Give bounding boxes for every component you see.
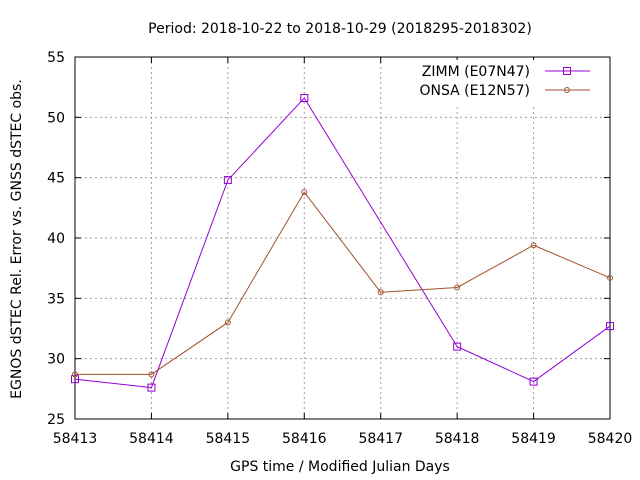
x-tick-label: 58418 bbox=[435, 431, 480, 447]
data-point bbox=[300, 94, 309, 103]
series-line bbox=[75, 191, 611, 375]
data-point bbox=[223, 176, 232, 185]
series-line bbox=[74, 97, 611, 389]
x-tick-label: 58420 bbox=[588, 431, 633, 447]
chart-title: Period: 2018-10-22 to 2018-10-29 (201829… bbox=[148, 21, 532, 37]
x-axis-label: GPS time / Modified Julian Days bbox=[230, 459, 450, 475]
data-point bbox=[148, 371, 155, 378]
legend: ZIMM (E07N47) ONSA (E12N57) bbox=[405, 60, 605, 104]
legend-marker bbox=[564, 87, 570, 93]
x-tick-label: 58419 bbox=[511, 431, 556, 447]
y-tick-label: 55 bbox=[47, 50, 65, 66]
data-point bbox=[454, 284, 461, 291]
legend-label: ONSA (E12N57) bbox=[419, 83, 530, 99]
x-tick-label: 58416 bbox=[282, 431, 327, 447]
y-tick-label: 25 bbox=[47, 412, 65, 428]
series-2 bbox=[72, 189, 613, 378]
data-point bbox=[224, 319, 231, 326]
grid bbox=[75, 57, 610, 419]
data-point bbox=[529, 377, 538, 386]
x-tick-label: 58417 bbox=[358, 431, 403, 447]
y-axis-label: EGNOS dSTEC Rel. Error vs. GNSS dSTEC ob… bbox=[9, 79, 25, 399]
data-point bbox=[377, 289, 384, 296]
y-tick-label: 40 bbox=[47, 231, 65, 247]
data-point bbox=[71, 375, 79, 384]
data-point bbox=[147, 383, 156, 392]
series-layer bbox=[71, 94, 614, 392]
data-point bbox=[606, 322, 614, 331]
legend-marker bbox=[563, 67, 571, 75]
y-tick-label: 50 bbox=[47, 110, 65, 126]
x-tick-label: 58414 bbox=[129, 431, 174, 447]
x-tick-label: 58413 bbox=[53, 431, 98, 447]
y-tick-label: 35 bbox=[47, 291, 65, 307]
y-tick-label: 30 bbox=[47, 352, 65, 368]
data-point bbox=[72, 371, 78, 378]
data-point bbox=[607, 274, 613, 281]
data-point bbox=[301, 189, 308, 196]
data-point bbox=[530, 242, 537, 249]
axis-ticks: 25 30 35 40 45 50 55 58413 58414 58415 58416 58417 5… bbox=[47, 50, 632, 447]
y-tick-label: 45 bbox=[47, 171, 65, 187]
legend-label: ZIMM (E07N47) bbox=[422, 64, 530, 80]
data-point bbox=[453, 342, 462, 351]
legend-background bbox=[405, 60, 605, 104]
x-tick-label: 58415 bbox=[206, 431, 251, 447]
series-1 bbox=[71, 94, 614, 392]
plot-frame bbox=[74, 56, 611, 420]
